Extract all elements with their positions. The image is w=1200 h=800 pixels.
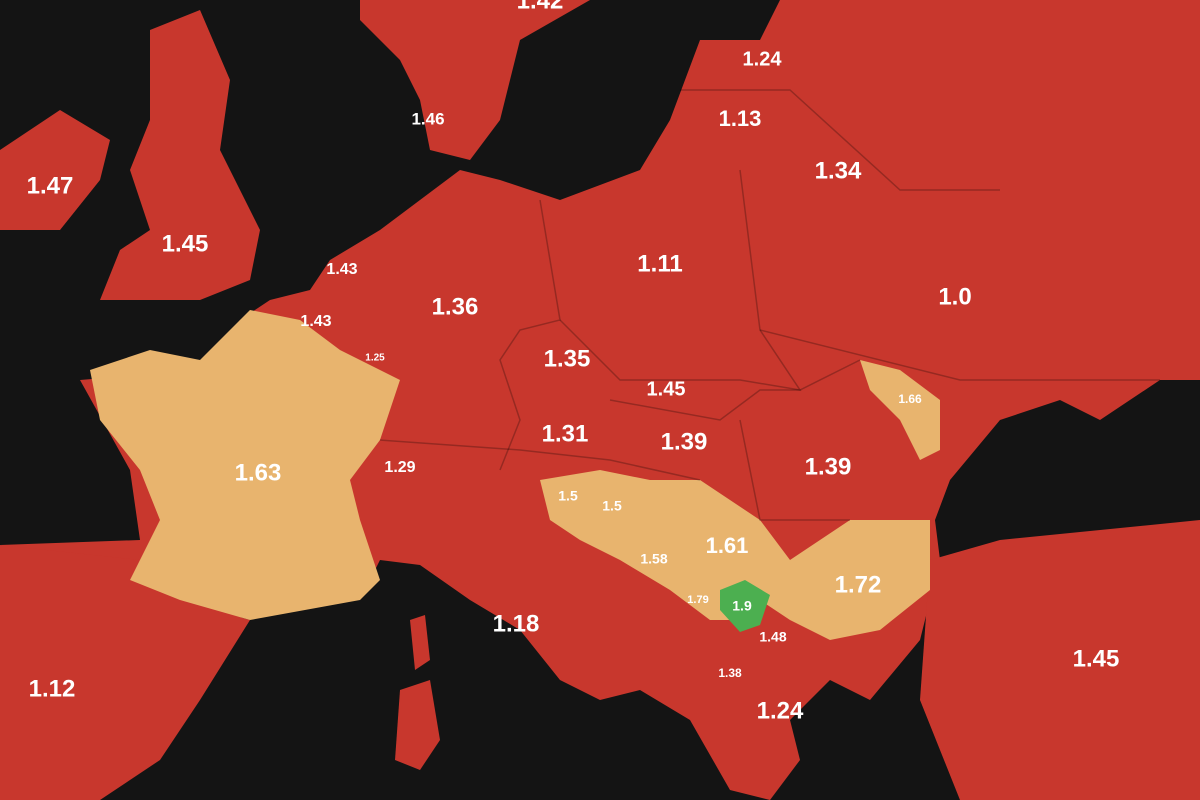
region-label: 1.11 xyxy=(637,250,682,277)
region-label: 1.38 xyxy=(718,666,742,680)
landmass xyxy=(410,615,430,670)
region-label: 1.43 xyxy=(326,261,357,278)
region-label: 1.29 xyxy=(384,459,415,476)
border xyxy=(559,169,802,392)
region-label: 1.35 xyxy=(544,345,591,372)
region-label: 1.12 xyxy=(29,675,76,702)
highlighted-areas xyxy=(90,310,940,640)
region-label: 1.72 xyxy=(835,571,882,598)
region-label: 1.24 xyxy=(743,48,783,70)
landmass xyxy=(0,110,110,230)
region-label: 1.42 xyxy=(517,0,564,14)
region-label: 1.63 xyxy=(235,459,282,486)
landmass xyxy=(100,10,260,300)
region-label: 1.43 xyxy=(300,313,331,330)
border xyxy=(379,439,701,481)
border xyxy=(739,419,850,521)
region-label: 1.39 xyxy=(661,428,708,455)
region-label: 1.13 xyxy=(719,106,762,131)
border xyxy=(609,359,861,421)
landmass xyxy=(395,680,440,770)
border xyxy=(759,329,1160,381)
region-label: 1.34 xyxy=(815,157,862,184)
region-label: 1.46 xyxy=(411,109,444,128)
landmass xyxy=(0,545,250,800)
border xyxy=(680,89,1000,191)
labels: 1.42 1.24 1.46 1.13 1.34 1.47 1.45 1.11 1.43 1.36… xyxy=(27,0,1120,724)
border xyxy=(499,199,561,471)
country-area xyxy=(540,470,930,640)
region-label: 1.25 xyxy=(365,353,385,364)
region-label: 1.66 xyxy=(898,392,922,406)
landmass xyxy=(920,520,1200,800)
region-label: 1.5 xyxy=(558,488,578,504)
region-label: 1.45 xyxy=(1073,645,1120,672)
country-area xyxy=(720,580,770,632)
region-label: 1.36 xyxy=(432,293,479,320)
borders xyxy=(379,89,1160,521)
region-label: 1.45 xyxy=(647,378,686,400)
region-label: 1.58 xyxy=(640,551,667,567)
country-area xyxy=(860,360,940,460)
landmass xyxy=(360,0,590,160)
region-label: 1.0 xyxy=(938,283,971,310)
region-label: 1.48 xyxy=(759,629,786,645)
region-label: 1.47 xyxy=(27,172,74,199)
region-label: 1.31 xyxy=(542,420,589,447)
region-label: 1.9 xyxy=(732,598,752,614)
region-label: 1.24 xyxy=(757,697,804,724)
country-area xyxy=(90,310,400,620)
region-label: 1.39 xyxy=(805,453,852,480)
region-label: 1.79 xyxy=(687,594,708,606)
region-label: 1.5 xyxy=(602,498,622,514)
region-label: 1.61 xyxy=(706,533,749,558)
region-label: 1.18 xyxy=(493,610,540,637)
region-label: 1.45 xyxy=(162,230,209,257)
